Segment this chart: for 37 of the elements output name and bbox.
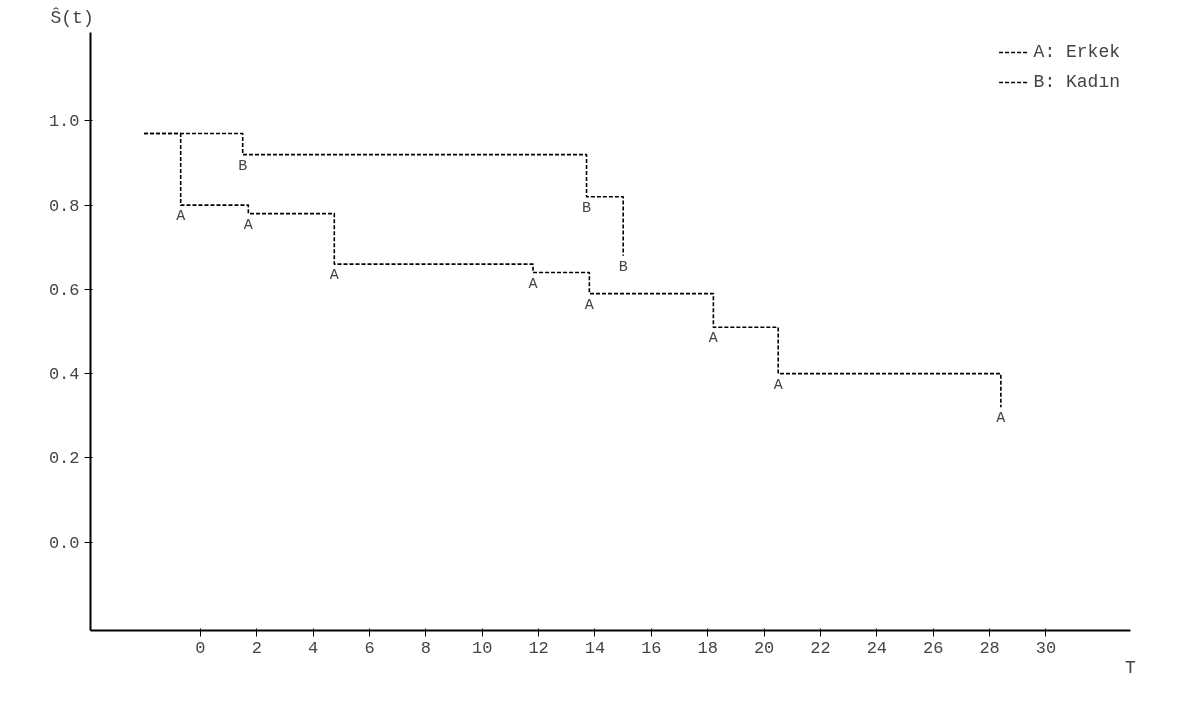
x-tick-label: 14 [584,638,606,658]
annotation: A [996,410,1006,428]
annotation: A [708,330,718,348]
x-axis-title: T [1125,657,1137,678]
y-tick-label: 0.8 [48,196,80,216]
y-tick-label: 0.2 [48,449,80,469]
x-tick-label: 2 [251,638,262,658]
annotation: A [329,267,339,285]
annotation: A [176,208,186,226]
annotation: A [584,296,594,314]
legend-label: A: Erkek [1033,42,1120,62]
x-tick-label: 24 [866,638,888,658]
x-tick-label: 22 [810,638,831,658]
y-axis-title: Ŝ(t) [50,6,94,28]
annotation: B [618,258,628,276]
legend-label: B: Kadın [1033,72,1120,92]
y-tick-label: 0.4 [48,365,80,385]
x-tick-label: 28 [979,638,1000,658]
annotation: A [528,275,538,293]
y-tick-label: 0.6 [48,280,80,300]
annotation: B [582,199,592,217]
annotation: B [238,157,248,175]
x-tick-label: 6 [364,638,375,658]
x-tick-label: 18 [697,638,718,658]
x-tick-label: 10 [472,638,493,658]
x-tick-label: 26 [923,638,944,658]
y-tick-label: 1.0 [48,112,80,132]
x-tick-label: 8 [420,638,431,658]
x-tick-label: 16 [641,638,662,658]
x-tick-label: 0 [195,638,206,658]
x-tick-label: 12 [528,638,549,658]
y-tick-label: 0.0 [48,533,80,553]
annotation: A [243,216,253,234]
annotation: A [773,376,783,394]
x-tick-label: 30 [1035,638,1057,658]
x-tick-label: 4 [308,638,319,658]
x-tick-label: 20 [753,638,775,658]
